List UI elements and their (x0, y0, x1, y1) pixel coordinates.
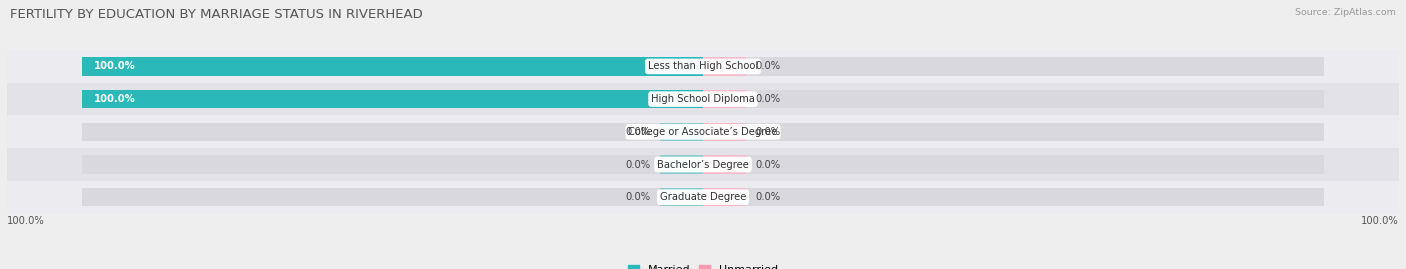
Text: 0.0%: 0.0% (756, 127, 780, 137)
Bar (0, 83, 1406, 115)
Text: Bachelor’s Degree: Bachelor’s Degree (657, 160, 749, 169)
Bar (82, 123, 703, 141)
Text: 100.0%: 100.0% (94, 94, 136, 104)
Bar (82, 90, 703, 108)
Text: College or Associate’s Degree: College or Associate’s Degree (628, 127, 778, 137)
Text: 0.0%: 0.0% (756, 160, 780, 169)
Bar (659, 188, 703, 206)
Text: 100.0%: 100.0% (7, 216, 45, 226)
Bar (703, 155, 1324, 174)
Bar (82, 90, 703, 108)
Text: FERTILITY BY EDUCATION BY MARRIAGE STATUS IN RIVERHEAD: FERTILITY BY EDUCATION BY MARRIAGE STATU… (10, 8, 423, 21)
Text: 0.0%: 0.0% (626, 160, 650, 169)
Legend: Married, Unmarried: Married, Unmarried (624, 260, 782, 269)
Bar (703, 155, 747, 174)
Bar (703, 123, 747, 141)
Bar (0, 148, 1406, 181)
Bar (703, 123, 1324, 141)
Text: 0.0%: 0.0% (756, 61, 780, 71)
Bar (0, 181, 1406, 214)
Text: Less than High School: Less than High School (648, 61, 758, 71)
Bar (82, 188, 703, 206)
Bar (82, 57, 703, 76)
Text: 100.0%: 100.0% (1361, 216, 1399, 226)
Text: 0.0%: 0.0% (626, 127, 650, 137)
Bar (703, 90, 747, 108)
Bar (703, 57, 747, 76)
Text: 100.0%: 100.0% (94, 61, 136, 71)
Bar (82, 155, 703, 174)
Text: Graduate Degree: Graduate Degree (659, 192, 747, 202)
Bar (82, 57, 703, 76)
Bar (0, 115, 1406, 148)
Bar (659, 123, 703, 141)
Bar (703, 90, 1324, 108)
Text: 0.0%: 0.0% (756, 94, 780, 104)
Bar (0, 50, 1406, 83)
Text: 0.0%: 0.0% (756, 192, 780, 202)
Text: 0.0%: 0.0% (626, 192, 650, 202)
Bar (703, 188, 1324, 206)
Text: High School Diploma: High School Diploma (651, 94, 755, 104)
Bar (703, 188, 747, 206)
Bar (703, 57, 1324, 76)
Text: Source: ZipAtlas.com: Source: ZipAtlas.com (1295, 8, 1396, 17)
Bar (659, 155, 703, 174)
